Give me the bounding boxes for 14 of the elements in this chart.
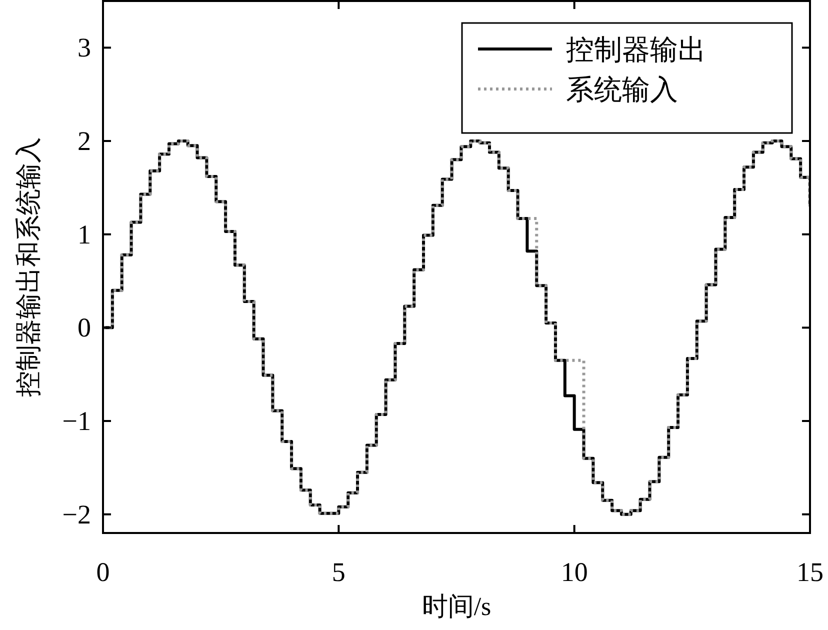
y-tick-label: −2 bbox=[62, 499, 91, 530]
y-tick-label: −1 bbox=[62, 406, 91, 436]
y-tick-label: 0 bbox=[78, 312, 91, 343]
legend-label: 控制器输出 bbox=[566, 35, 706, 66]
y-tick-label: 1 bbox=[78, 219, 91, 250]
legend-label: 系统输入 bbox=[566, 75, 678, 106]
x-tick-label: 15 bbox=[796, 557, 824, 587]
y-axis-title: 控制器输出和系统输入 bbox=[14, 137, 43, 397]
x-axis-title: 时间/s bbox=[422, 592, 492, 621]
x-tick-label: 10 bbox=[560, 557, 588, 587]
x-tick-label: 0 bbox=[96, 557, 110, 587]
y-tick-label: 2 bbox=[78, 126, 91, 156]
y-tick-label: 3 bbox=[78, 32, 91, 63]
x-tick-label: 5 bbox=[332, 557, 346, 587]
